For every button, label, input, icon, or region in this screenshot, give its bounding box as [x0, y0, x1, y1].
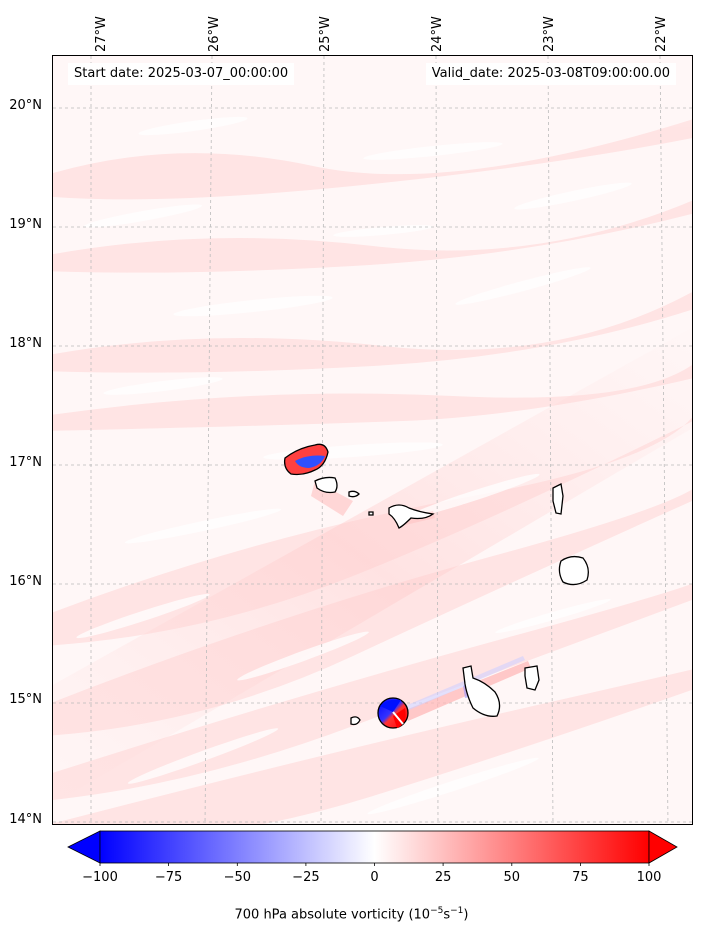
lat-label-17n: 17°N — [9, 455, 42, 470]
lon-label-26w: 26°W — [207, 16, 222, 52]
islands — [283, 443, 589, 729]
colorbar-tick-label: −25 — [292, 870, 320, 885]
start-date-label: Start date: 2025-03-07_00:00:00 — [68, 63, 295, 85]
colorbar-gradient — [99, 830, 650, 864]
lat-label-16n: 16°N — [9, 574, 42, 589]
island-fogo — [377, 697, 409, 729]
lat-label-19n: 19°N — [9, 217, 42, 232]
colorbar-label: 700 hPa absolute vorticity (10−5s−1) — [234, 906, 469, 923]
island-brava — [350, 716, 361, 726]
colorbar-tick-label: 100 — [636, 870, 662, 885]
colorbar-low-extend — [67, 830, 101, 864]
graticule — [53, 56, 692, 824]
lon-label-27w: 27°W — [94, 16, 109, 52]
island-sal — [552, 483, 564, 515]
lat-label-15n: 15°N — [9, 692, 42, 707]
island-boa-vista — [558, 555, 589, 586]
island-maio — [524, 665, 540, 691]
colorbar-tick-label: −75 — [154, 870, 183, 885]
island-raso — [368, 511, 374, 516]
colorbar-tick-marks — [99, 863, 650, 866]
colorbar-tick-label: 0 — [370, 870, 379, 885]
colorbar-tick-label: 25 — [434, 870, 452, 885]
colorbar-tick-label: −100 — [82, 870, 118, 885]
island-santa-luzia — [348, 490, 360, 498]
lat-label-20n: 20°N — [9, 98, 42, 113]
island-sao-nicolau — [388, 504, 435, 529]
island-santiago — [462, 665, 501, 717]
valid-date-label: Valid_date: 2025-03-08T09:00:00.00 — [425, 63, 676, 85]
white-streaks — [76, 116, 632, 815]
vorticity-map — [53, 56, 692, 824]
lat-label-18n: 18°N — [9, 336, 42, 351]
lon-label-24w: 24°W — [430, 16, 445, 52]
colorbar-tick-label: 75 — [572, 870, 589, 885]
island-santo-antao — [283, 443, 329, 476]
vorticity-band — [53, 327, 692, 805]
colorbar-tick-label: 50 — [503, 870, 521, 885]
colorbar-tick-label: −50 — [223, 870, 252, 885]
map-panel — [52, 55, 693, 825]
lon-label-23w: 23°W — [542, 16, 557, 52]
colorbar — [67, 830, 678, 866]
lat-label-14n: 14°N — [9, 812, 42, 827]
island-sao-vicente — [314, 476, 338, 494]
lon-label-22w: 22°W — [654, 16, 669, 52]
colorbar-high-extend — [648, 830, 678, 864]
lon-label-25w: 25°W — [318, 16, 333, 52]
